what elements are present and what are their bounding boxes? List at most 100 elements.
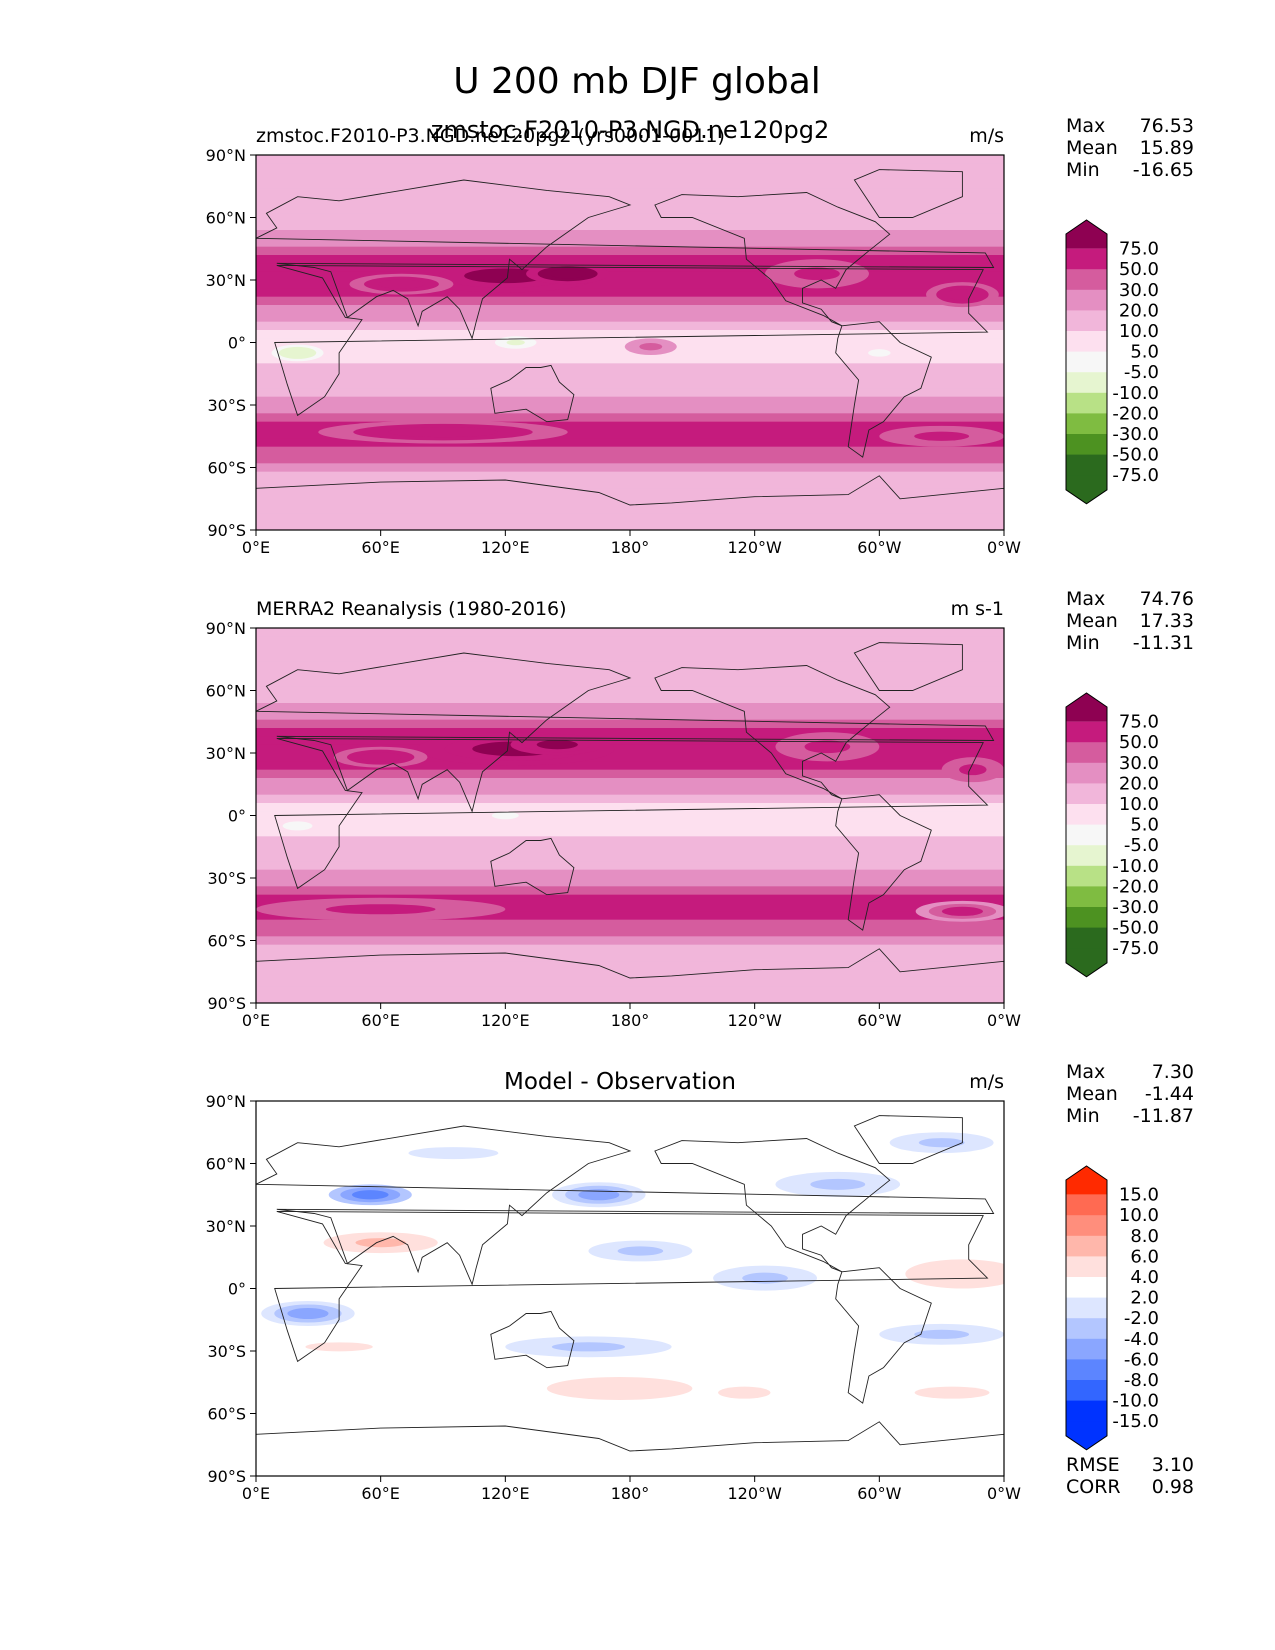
- stat-label: Max: [1066, 588, 1105, 610]
- panel-units: m/s: [969, 1071, 1004, 1093]
- coastline-africa: [0, 265, 239, 415]
- colorbar-level: 75.0: [1119, 239, 1159, 260]
- y-tick-label: 30°S: [207, 1342, 246, 1361]
- x-tick-label: 0°E: [242, 538, 270, 557]
- coastline-africa: [274, 1210, 989, 1363]
- zonal-band: [256, 911, 1004, 921]
- y-tick-label: 60°N: [206, 1155, 246, 1174]
- stat-value: 74.76: [1140, 588, 1194, 610]
- field-feature-3: [804, 740, 851, 754]
- zonal-band: [256, 271, 1004, 281]
- stat-value: 7.30: [1152, 1061, 1194, 1083]
- colorbar-level: -15.0: [1112, 1411, 1159, 1432]
- y-tick-label: 60°S: [207, 459, 246, 478]
- colorbar-segment: [1066, 413, 1107, 435]
- x-tick-label: 120°E: [481, 538, 530, 557]
- coastline-greenland: [853, 642, 963, 691]
- zonal-band: [256, 703, 1004, 712]
- coastline-samerica: [88, 322, 184, 457]
- zonal-band: [256, 513, 1004, 523]
- zonal-band: [256, 636, 1004, 646]
- zonal-band: [256, 255, 1004, 264]
- colorbar-segment: [1066, 824, 1107, 846]
- zonal-band: [256, 819, 1004, 829]
- colorbar-segment: [1066, 1297, 1107, 1319]
- colorbar-segment: [1066, 1380, 1107, 1401]
- panel-difference: 0°E 60°E 120°E 180° 120°W 60°W 0°W 90°N 60°N 30°N…: [0, 1061, 1194, 1503]
- zonal-band: [256, 953, 1004, 962]
- field-feature-1: [549, 269, 586, 279]
- y-tick-label: 60°S: [207, 932, 246, 951]
- zonal-band: [256, 480, 1004, 489]
- metric-label: CORR: [1066, 1476, 1121, 1498]
- zonal-band: [256, 686, 1004, 696]
- zonal-band: [256, 421, 1004, 431]
- coastlines: [0, 169, 1275, 530]
- colorbar-segment: [1066, 742, 1107, 764]
- colorbar: 75.050.030.020.010.05.0-5.0-10.0-20.0-30…: [1065, 219, 1159, 505]
- field-feature-8: [286, 349, 309, 357]
- zonal-band: [256, 371, 1004, 381]
- y-tick-label: 90°N: [206, 1092, 246, 1111]
- colorbar-level: 15.0: [1119, 1185, 1159, 1206]
- zonal-band: [256, 944, 1004, 954]
- stat-value: 17.33: [1140, 610, 1194, 632]
- zonal-band: [256, 628, 1004, 637]
- zonal-band: [256, 928, 1004, 937]
- colorbar-segment: [1066, 310, 1107, 332]
- zonal-band: [256, 803, 1004, 812]
- metric-label: RMSE: [1066, 1454, 1120, 1476]
- y-tick-label: 30°N: [206, 744, 246, 763]
- field-feature-6: [617, 1246, 664, 1256]
- zonal-band: [256, 711, 1004, 721]
- coastlines: [256, 642, 1004, 1003]
- colorbar-level: 10.0: [1119, 794, 1159, 815]
- y-tick-label: 30°S: [207, 396, 246, 415]
- coastline-namerica: [0, 1139, 142, 1272]
- field-feature-1: [578, 1189, 620, 1201]
- zonal-band: [256, 455, 1004, 464]
- x-tick-label: 0°W: [987, 1484, 1021, 1503]
- coastline-antarctica: [256, 475, 1004, 530]
- coastline-namerica: [0, 193, 142, 326]
- metric-value: 3.10: [1152, 1454, 1194, 1476]
- field-feature-9: [914, 1329, 970, 1339]
- colorbar-level: 4.0: [1130, 1267, 1159, 1288]
- field-feature-15: [918, 1138, 965, 1148]
- field-feature-2: [360, 752, 402, 762]
- colorbar-level: -75.0: [1112, 465, 1159, 486]
- colorbar-level: -10.0: [1112, 856, 1159, 877]
- zonal-band: [256, 221, 1004, 231]
- field-feature-4: [959, 764, 987, 776]
- field-feature-4: [946, 289, 979, 301]
- zonal-band: [256, 828, 1004, 837]
- colorbar-level: 5.0: [1130, 815, 1159, 836]
- colorbar-segment: [1066, 1194, 1107, 1216]
- zonal-band: [256, 994, 1004, 1003]
- zonal-band: [256, 363, 1004, 373]
- stat-value: -11.87: [1133, 1105, 1194, 1127]
- field-feature-9: [506, 339, 525, 346]
- coastline-samerica: [835, 1267, 932, 1404]
- field-feature-7: [288, 823, 307, 829]
- coastline-namerica: [654, 192, 891, 327]
- coastline-namerica: [654, 1138, 891, 1273]
- zonal-band: [256, 163, 1004, 173]
- coastline-australia: [1239, 365, 1275, 421]
- zonal-band: [256, 678, 1004, 687]
- field-feature-0: [464, 268, 547, 284]
- zonal-band: [256, 288, 1004, 298]
- colorbar-level: 30.0: [1119, 753, 1159, 774]
- field-feature-2: [378, 279, 425, 289]
- field-feature-11: [728, 1389, 761, 1397]
- zonal-band: [256, 878, 1004, 887]
- field-feature-1: [536, 740, 578, 750]
- stat-value: -1.44: [1145, 1083, 1194, 1105]
- coastline-australia: [490, 837, 575, 896]
- zonal-band: [256, 844, 1004, 854]
- stat-value: -11.31: [1133, 632, 1194, 654]
- zonal-band: [256, 388, 1004, 398]
- coastline-eurasia: [256, 179, 995, 340]
- coastline-australia: [490, 1310, 575, 1369]
- field-feature-8: [551, 1342, 626, 1352]
